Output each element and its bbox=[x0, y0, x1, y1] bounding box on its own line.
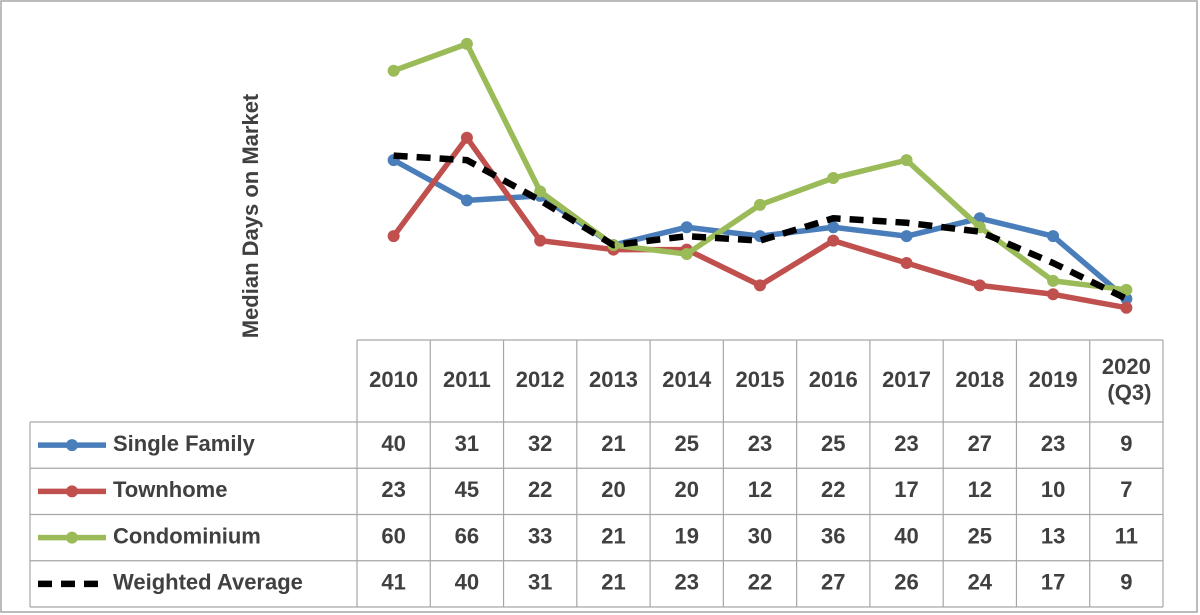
table-value: 23 bbox=[674, 570, 698, 595]
table-value: 27 bbox=[821, 570, 845, 595]
table-value: 41 bbox=[381, 570, 405, 595]
x-tick-label: 2019 bbox=[1029, 367, 1078, 392]
point bbox=[754, 279, 766, 292]
legend-marker bbox=[66, 531, 78, 544]
table-value: 17 bbox=[1041, 570, 1065, 595]
table-value: 9 bbox=[1120, 570, 1132, 595]
table-value: 66 bbox=[455, 523, 479, 548]
legend-label: Weighted Average bbox=[113, 570, 303, 595]
legend-marker bbox=[66, 439, 78, 452]
point bbox=[900, 154, 913, 167]
table-value: 31 bbox=[528, 570, 552, 595]
table-value: 7 bbox=[1120, 477, 1132, 502]
legend-label: Single Family bbox=[113, 431, 256, 456]
point bbox=[460, 37, 473, 50]
table-value: 23 bbox=[381, 477, 405, 502]
point bbox=[827, 221, 840, 234]
point bbox=[900, 256, 913, 269]
table-value: 25 bbox=[821, 431, 845, 456]
x-tick-label: 2015 bbox=[736, 367, 785, 392]
legend-marker bbox=[66, 485, 78, 498]
point bbox=[680, 248, 693, 261]
x-tick-label: 2016 bbox=[809, 367, 858, 392]
table-value: 9 bbox=[1120, 431, 1132, 456]
x-tick-label: 2010 bbox=[369, 367, 418, 392]
table-value: 24 bbox=[968, 570, 993, 595]
legend-label: Condominium bbox=[113, 523, 261, 548]
table-value: 20 bbox=[674, 477, 698, 502]
table-value: 22 bbox=[528, 477, 552, 502]
table-value: 25 bbox=[674, 431, 698, 456]
point bbox=[973, 279, 986, 292]
table-value: 13 bbox=[1041, 523, 1065, 548]
point bbox=[387, 230, 400, 243]
point bbox=[680, 221, 693, 234]
point bbox=[387, 64, 400, 77]
table-value: 27 bbox=[968, 431, 992, 456]
table-value: 40 bbox=[381, 431, 405, 456]
point bbox=[1120, 283, 1133, 296]
table-value: 26 bbox=[894, 570, 918, 595]
x-tick-label: 2011 bbox=[443, 367, 491, 392]
y-axis-label: Median Days on Market bbox=[238, 93, 263, 338]
table-value: 17 bbox=[894, 477, 918, 502]
x-tick-label: 2018 bbox=[955, 367, 1004, 392]
x-tick-label: 2017 bbox=[882, 367, 931, 392]
point bbox=[754, 198, 766, 211]
table-value: 32 bbox=[528, 431, 552, 456]
table-value: 40 bbox=[894, 523, 918, 548]
x-tick-label: 2020 (Q3) bbox=[1101, 354, 1151, 405]
point bbox=[827, 234, 840, 247]
table-value: 12 bbox=[968, 477, 992, 502]
x-tick-label: 2014 bbox=[662, 367, 712, 392]
table-value: 21 bbox=[601, 570, 625, 595]
table-value: 10 bbox=[1041, 477, 1065, 502]
table-value: 36 bbox=[821, 523, 845, 548]
table-value: 23 bbox=[1041, 431, 1065, 456]
table-value: 23 bbox=[894, 431, 918, 456]
table-value: 30 bbox=[748, 523, 772, 548]
table-value: 23 bbox=[748, 431, 772, 456]
point bbox=[1047, 230, 1060, 243]
point bbox=[534, 185, 547, 198]
point bbox=[827, 172, 840, 185]
table-value: 11 bbox=[1115, 523, 1138, 548]
point bbox=[534, 234, 547, 247]
x-tick-label: 2013 bbox=[589, 367, 638, 392]
table-value: 25 bbox=[968, 523, 992, 548]
point bbox=[460, 194, 473, 207]
point bbox=[460, 131, 473, 144]
table-value: 21 bbox=[601, 431, 625, 456]
point bbox=[1120, 301, 1133, 314]
point bbox=[1047, 274, 1060, 287]
table-value: 45 bbox=[455, 477, 479, 502]
table-value: 40 bbox=[455, 570, 479, 595]
table-value: 19 bbox=[674, 523, 698, 548]
table-value: 22 bbox=[748, 570, 772, 595]
table-value: 33 bbox=[528, 523, 552, 548]
table-value: 20 bbox=[601, 477, 625, 502]
table-value: 22 bbox=[821, 477, 845, 502]
x-tick-label: 2012 bbox=[516, 367, 565, 392]
point bbox=[1047, 288, 1060, 301]
table-value: 60 bbox=[381, 523, 405, 548]
point bbox=[900, 230, 913, 243]
table-value: 31 bbox=[455, 431, 479, 456]
table-value: 12 bbox=[748, 477, 772, 502]
legend-label: Townhome bbox=[113, 477, 227, 502]
table-value: 21 bbox=[601, 523, 625, 548]
